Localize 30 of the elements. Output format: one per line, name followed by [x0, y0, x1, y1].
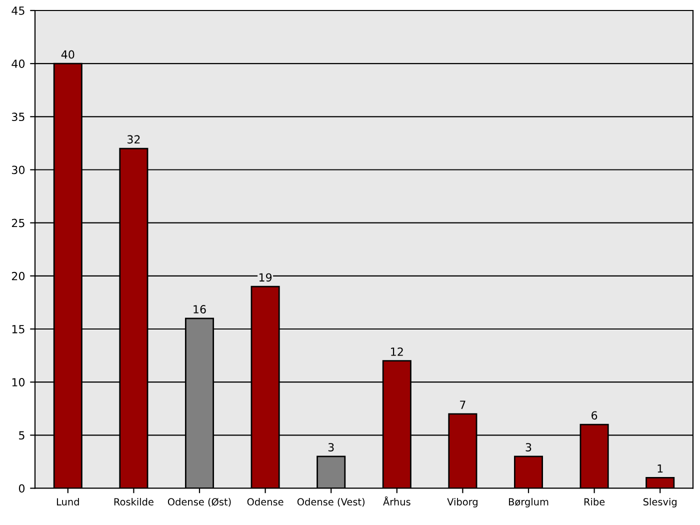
x-tick-label: Børglum — [508, 498, 548, 508]
data-label: 7 — [460, 400, 466, 409]
x-tick-label: Ribe — [584, 498, 605, 506]
x-tick-label: Viborg — [447, 498, 478, 508]
x-tick-label: Roskilde — [114, 498, 154, 506]
y-tick-label: 10 — [12, 378, 25, 386]
y-tick-label: 20 — [12, 272, 25, 280]
y-tick-label: 0 — [18, 484, 25, 493]
y-tick-label: 45 — [12, 6, 24, 15]
data-label: 12 — [391, 348, 403, 356]
y-tick-label: 35 — [12, 112, 24, 122]
data-label: 3 — [526, 443, 532, 452]
data-label: 16 — [194, 305, 206, 314]
data-label: 1 — [658, 464, 663, 473]
data-label: 40 — [61, 50, 74, 59]
data-label: 6 — [592, 411, 598, 420]
x-tick-label: Lund — [56, 498, 79, 506]
data-label: 3 — [328, 443, 334, 452]
y-tick-label: 5 — [19, 431, 24, 440]
y-tick-label: 25 — [12, 218, 24, 228]
x-tick-label: Odense (Øst) — [168, 498, 231, 507]
x-tick-label: Århus — [383, 496, 410, 506]
data-label: 19 — [259, 273, 272, 282]
x-tick-label: Slesvig — [643, 498, 676, 508]
x-tick-label: Odense (Vest) — [297, 498, 364, 507]
x-tick-label: Odense — [247, 498, 284, 506]
data-label: 32 — [127, 135, 140, 144]
y-tick-label: 30 — [12, 166, 25, 174]
y-tick-label: 15 — [12, 325, 24, 334]
y-tick-label: 40 — [12, 60, 25, 68]
